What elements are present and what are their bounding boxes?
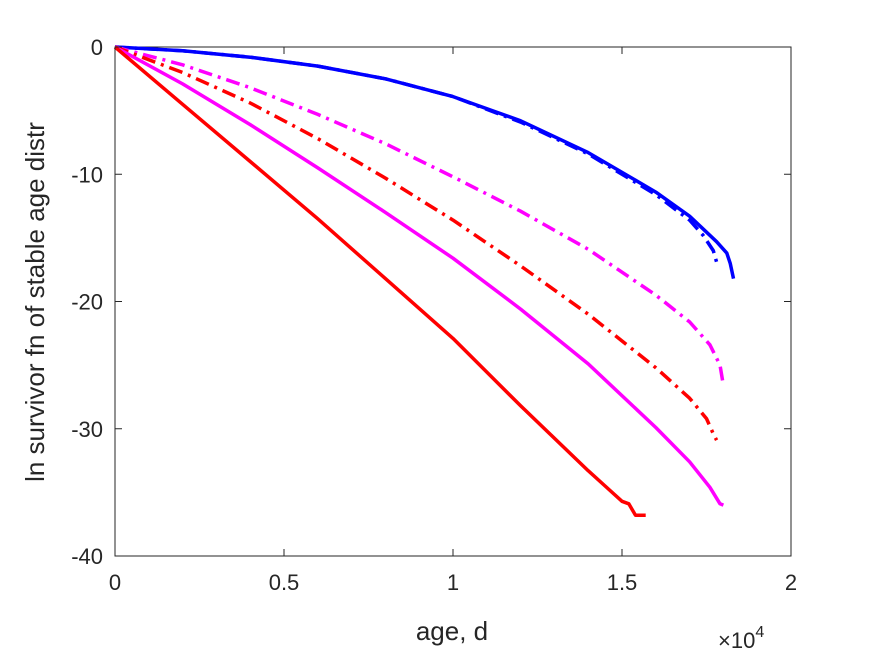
plot-frame (114, 46, 792, 557)
series-layer (113, 45, 736, 518)
series-line-5 (114, 45, 725, 507)
y-axis-label: ln survivor fn of stable age distr (20, 122, 50, 482)
x-axis: 0 0.5 1 1.5 2 (109, 47, 797, 595)
y-axis: 0 -10 -20 -30 -40 (71, 35, 791, 569)
x-tick-label: 0 (109, 570, 121, 595)
series-line-6 (113, 45, 646, 518)
series-line-3 (114, 45, 726, 386)
x-axis-exponent: ×104 (718, 624, 764, 653)
y-tick-label: -20 (71, 290, 103, 315)
y-tick-label: -30 (71, 417, 103, 442)
x-tick-label: 2 (785, 570, 797, 595)
y-tick-label: -10 (71, 162, 103, 187)
x-tick-label: 0.5 (269, 570, 300, 595)
y-tick-label: 0 (91, 35, 103, 60)
plot-area (114, 46, 792, 557)
x-axis-label: age, d (416, 616, 488, 646)
x-tick-label: 1.5 (607, 570, 638, 595)
series-line-4 (114, 45, 719, 442)
x-tick-label: 1 (447, 570, 459, 595)
y-tick-label: -40 (71, 544, 103, 569)
series-line-2 (114, 45, 719, 263)
